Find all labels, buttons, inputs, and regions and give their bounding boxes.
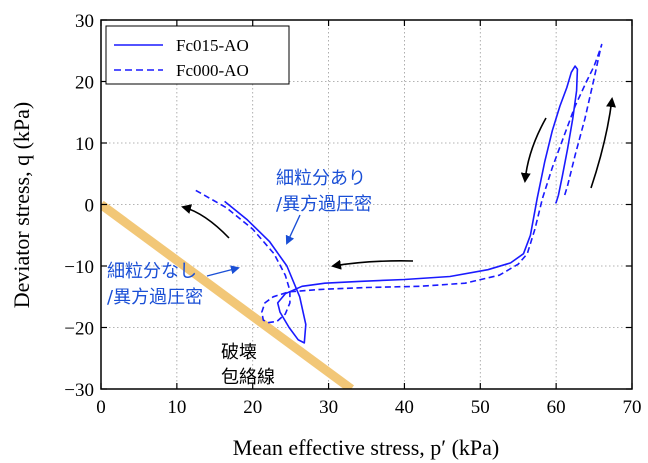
x-tick-label: 30 bbox=[319, 397, 338, 418]
failure-envelope-line bbox=[101, 200, 354, 389]
annotation-line: 破壊 bbox=[221, 342, 257, 363]
annotation-fines-present: 細粒分あり /異方過圧密 bbox=[276, 168, 372, 215]
annotation-line: 細粒分あり bbox=[276, 168, 366, 189]
y-tick-label: 10 bbox=[75, 134, 94, 155]
direction-arrow-up bbox=[590, 97, 616, 189]
annotation-line: 包絡線 bbox=[221, 367, 275, 388]
x-tick-label: 0 bbox=[96, 397, 106, 418]
legend-label-fc000-ao: Fc000-AO bbox=[176, 61, 249, 80]
annotation-line: /異方過圧密 bbox=[107, 287, 203, 308]
y-tick-label: 30 bbox=[75, 11, 94, 32]
y-axis-title: Deviator stress, q (kPa) bbox=[9, 102, 34, 309]
annotation-failure-envelope: 破壊 包絡線 bbox=[221, 342, 275, 388]
x-tick-label: 70 bbox=[623, 397, 642, 418]
series-line-fc015-ao bbox=[224, 65, 579, 344]
x-tick-label: 50 bbox=[471, 397, 490, 418]
series-layer bbox=[195, 43, 603, 344]
direction-arrow-left-upper bbox=[181, 204, 230, 239]
y-tick-label: −30 bbox=[64, 380, 94, 401]
x-tick-label: 20 bbox=[243, 397, 262, 418]
axis-ticks: 0 10 20 30 40 50 60 70 −30 −20 −10 0 10 20 30 bbox=[64, 11, 641, 418]
legend: Fc015-AO Fc000-AO bbox=[105, 25, 290, 85]
x-tick-label: 10 bbox=[167, 397, 186, 418]
y-tick-label: 20 bbox=[75, 73, 94, 94]
leader-arrow-fines-present bbox=[285, 214, 301, 245]
series-line-fc000-ao bbox=[195, 43, 603, 324]
leader-arrow-no-fines bbox=[206, 265, 240, 277]
annotation-line: /異方過圧密 bbox=[276, 194, 372, 215]
annotation-line: 細粒分なし bbox=[107, 261, 197, 282]
y-tick-label: 0 bbox=[85, 196, 95, 217]
annotation-no-fines: 細粒分なし /異方過圧密 bbox=[107, 261, 203, 308]
direction-arrow-left-middle bbox=[331, 259, 414, 270]
y-tick-label: −20 bbox=[64, 319, 94, 340]
legend-box bbox=[105, 25, 290, 85]
x-tick-label: 40 bbox=[395, 397, 414, 418]
legend-label-fc015-ao: Fc015-AO bbox=[176, 36, 249, 55]
x-axis-title: Mean effective stress, p′ (kPa) bbox=[233, 435, 499, 460]
x-tick-label: 60 bbox=[547, 397, 566, 418]
y-tick-label: −10 bbox=[64, 257, 94, 278]
direction-arrow-down bbox=[520, 117, 547, 183]
